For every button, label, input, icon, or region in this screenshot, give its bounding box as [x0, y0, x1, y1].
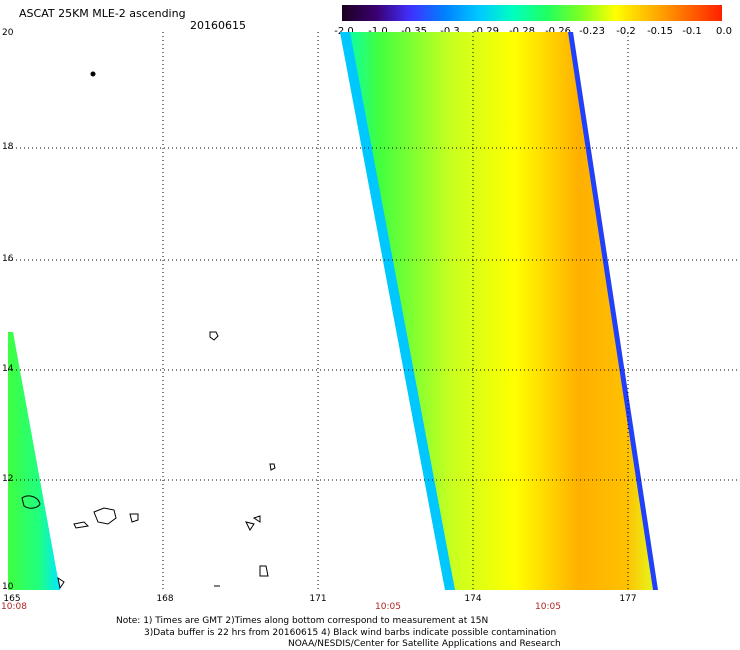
wind-swath-map	[8, 32, 738, 590]
colorbar-label: -0.23	[579, 26, 605, 37]
grid-lines	[8, 32, 738, 590]
colorbar	[342, 5, 722, 21]
lat-label: 14	[2, 364, 14, 374]
lon-label: 171	[309, 594, 327, 604]
colorbar-label: -0.29	[473, 26, 499, 37]
colorbar-label: -0.2	[616, 26, 636, 37]
lat-label: 10	[2, 582, 14, 592]
colorbar-label: 0.0	[716, 26, 732, 37]
main-swath-left-edge	[340, 32, 455, 590]
main-swath-right-edge	[568, 32, 658, 590]
lon-label: 177	[619, 594, 637, 604]
map-date: 20160615	[190, 19, 246, 32]
colorbar-label: -0.26	[545, 26, 571, 37]
colorbar-label: -0.15	[647, 26, 673, 37]
time-label: 10:05	[375, 602, 401, 612]
lat-label: 16	[2, 254, 14, 264]
time-label: 10:08	[1, 602, 27, 612]
note-line-1: Note: 1) Times are GMT 2)Times along bot…	[116, 616, 489, 626]
colorbar-label: -2.0	[334, 26, 354, 37]
lat-label: 12	[2, 474, 14, 484]
colorbar-label: -0.28	[509, 26, 535, 37]
lat-label: 20	[2, 28, 14, 38]
lon-label: 168	[156, 594, 174, 604]
left-swath	[8, 332, 60, 590]
colorbar-label: -0.35	[401, 26, 427, 37]
colorbar-label: -0.1	[682, 26, 702, 37]
note-line-3: NOAA/NESDIS/Center for Satellite Applica…	[288, 639, 561, 649]
main-swath	[340, 32, 658, 590]
map-title: ASCAT 25KM MLE-2 ascending	[19, 7, 186, 20]
note-line-2: 3)Data buffer is 22 hrs from 20160615 4)…	[144, 628, 557, 638]
colorbar-label: -1.0	[368, 26, 388, 37]
time-label: 10:05	[535, 602, 561, 612]
colorbar-label: -0.3	[440, 26, 460, 37]
colorbar-labels: -2.0 -1.0 -0.35 -0.3 -0.29 -0.28 -0.26 -…	[0, 26, 740, 38]
lon-label: 174	[464, 594, 482, 604]
lon-label: 165	[3, 594, 21, 604]
island-outlines	[21, 71, 276, 590]
lat-label: 18	[2, 142, 14, 152]
